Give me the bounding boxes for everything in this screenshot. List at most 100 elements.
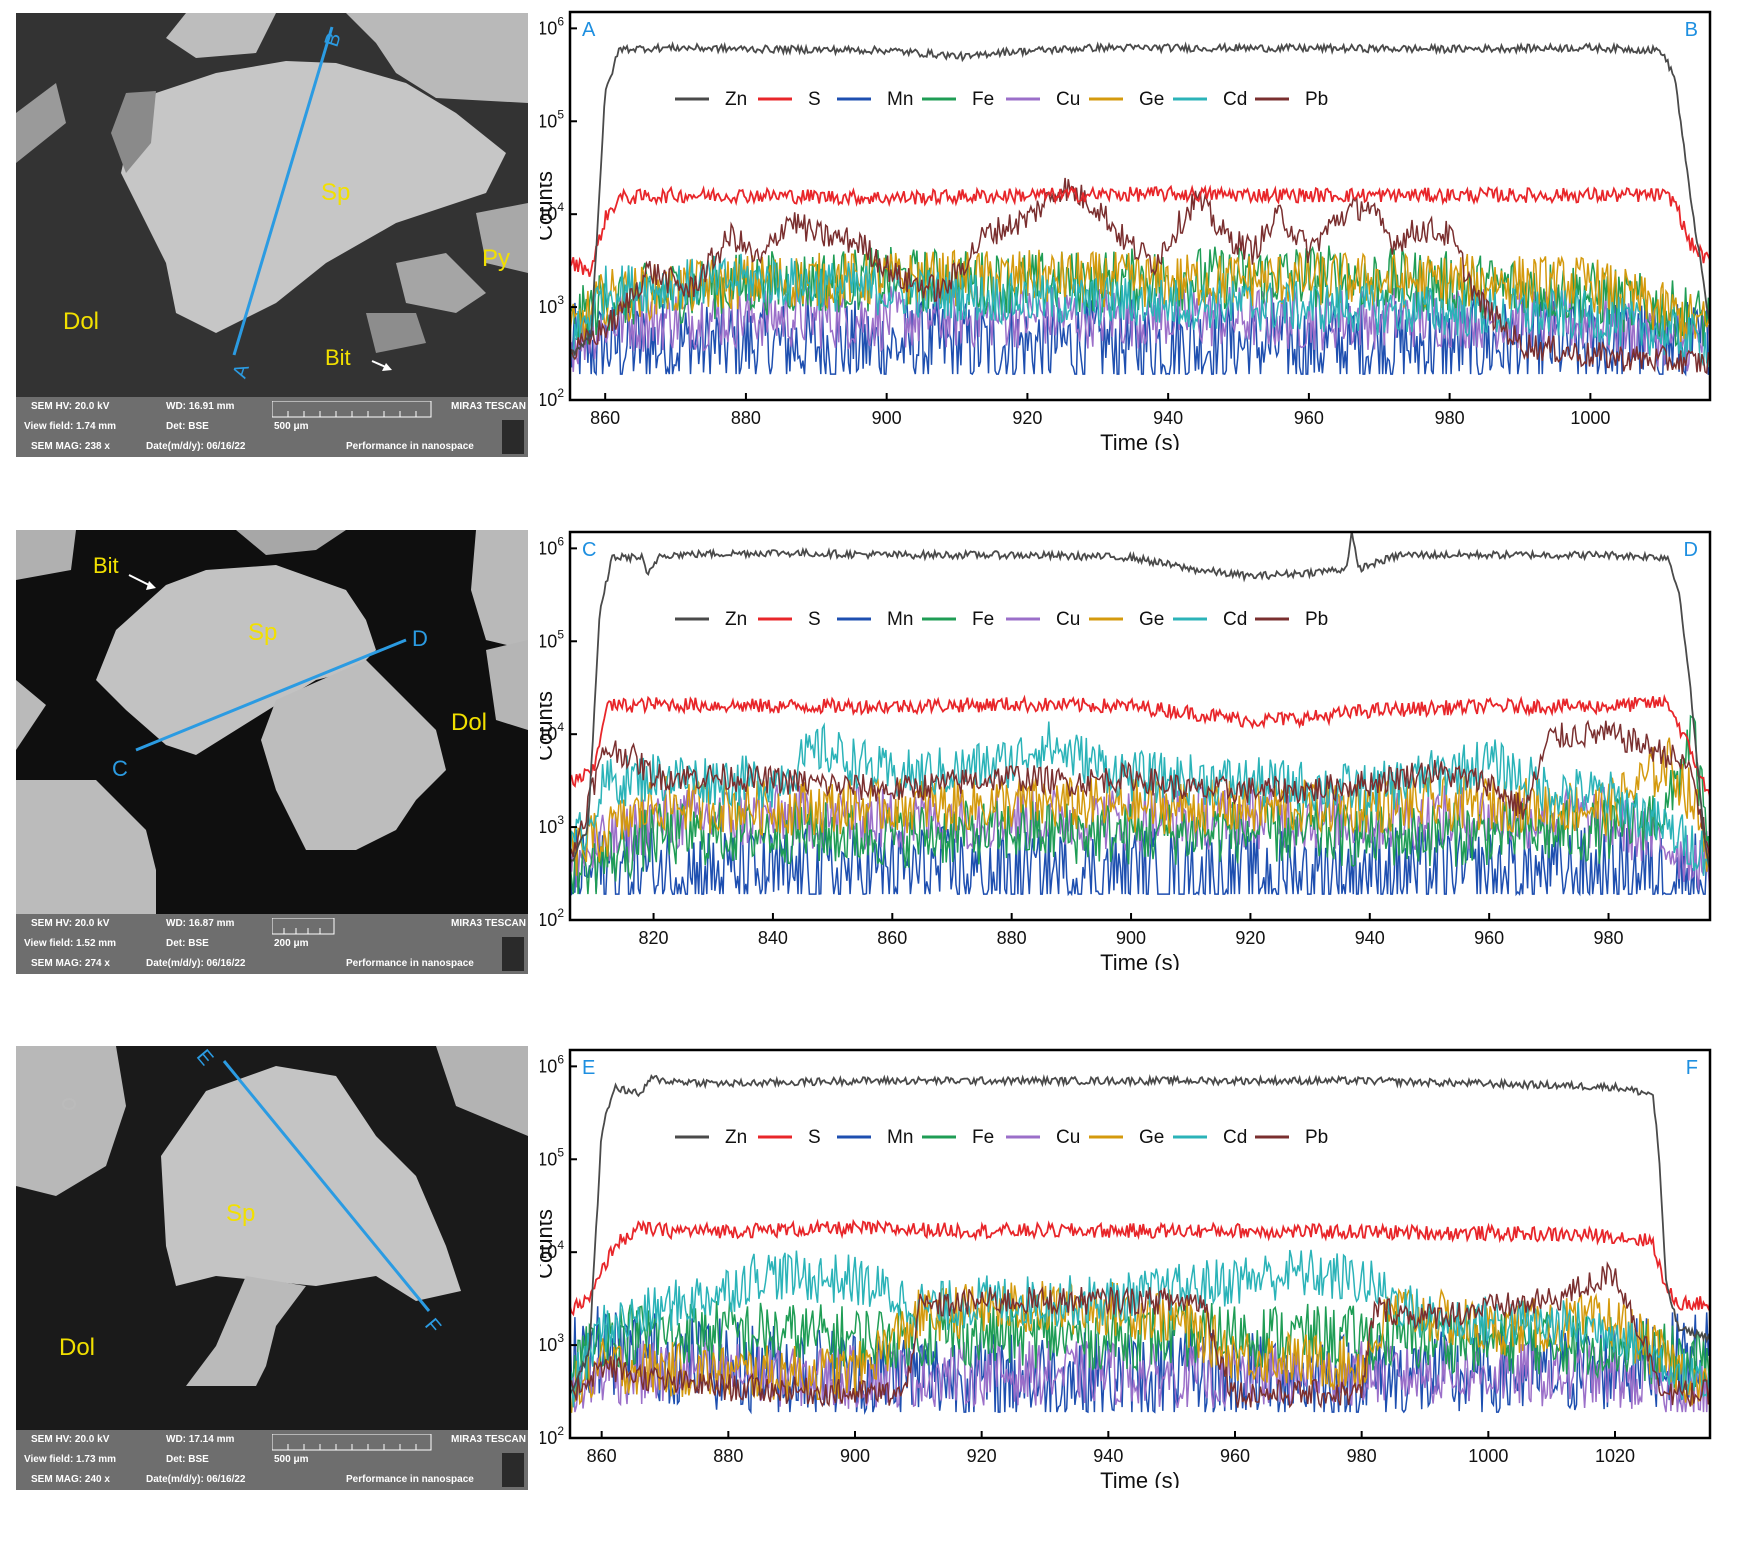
scale-bar — [272, 1434, 432, 1451]
sem-mag: SEM MAG: 238 x — [31, 441, 110, 452]
y-tick-label: 104 — [540, 720, 564, 744]
sem-brand: MIRA3 TESCAN — [450, 1434, 526, 1445]
x-axis-label: Time (s) — [1100, 430, 1180, 450]
corner-label-right: D — [1684, 539, 1698, 561]
chart-3: 860 880 900 920 940 960 980 1000 1020 102 103 104 10… — [540, 1038, 1758, 1488]
mineral-label-dol: Dol — [59, 1334, 95, 1361]
x-tick-label: 1000 — [1570, 408, 1610, 428]
series-line-zn — [570, 1073, 1710, 1396]
x-tick-label: 940 — [1355, 928, 1385, 948]
sem-date: Date(m/d/y): 06/16/22 — [146, 441, 246, 452]
sem-info-bar-3: SEM HV: 20.0 kV WD: 17.14 mm MIRA3 TESCA… — [16, 1430, 528, 1490]
chart-svg-2: 820 840 860 880 900 920 940 960 980 102 103 104 105 1… — [540, 530, 1712, 970]
series-line-zn — [570, 532, 1710, 873]
x-tick-label: 880 — [997, 928, 1027, 948]
chart-1: 860 880 900 920 940 960 980 1000 102 103 104 105 106… — [540, 0, 1758, 450]
legend-label-mn: Mn — [887, 89, 913, 110]
x-tick-label: 920 — [1235, 928, 1265, 948]
y-tick-label: 106 — [540, 1052, 564, 1076]
sem-hv: SEM HV: 20.0 kV — [31, 401, 110, 412]
sem-micrograph-1: B A Sp Dol Py Bit — [16, 13, 528, 397]
panel-row-1: B A Sp Dol Py Bit SEM HV: 20.0 kV WD: 16… — [0, 0, 1758, 457]
legend-label-zn: Zn — [725, 609, 747, 630]
chart-svg-3: 860 880 900 920 940 960 980 1000 1020 102 103 104 10… — [540, 1048, 1712, 1488]
y-tick-label: 103 — [540, 813, 564, 837]
x-tick-label: 960 — [1294, 408, 1324, 428]
series-line-fe — [570, 1299, 1710, 1396]
chart-2: 820 840 860 880 900 920 940 960 980 102 103 104 105 1… — [540, 520, 1758, 970]
sem-image-2: C D Bit Sp Dol SEM HV: 20.0 kV WD: 16.87… — [16, 530, 528, 974]
mineral-label-sp: Sp — [248, 619, 277, 646]
series-line-pb — [570, 1261, 1710, 1409]
corner-label-left: A — [582, 19, 596, 41]
x-tick-label: 860 — [877, 928, 907, 948]
x-tick-label: 1000 — [1468, 1446, 1508, 1466]
mineral-label-sp: Sp — [321, 179, 350, 206]
x-tick-label: 980 — [1435, 408, 1465, 428]
x-tick-label: 840 — [758, 928, 788, 948]
x-axis-label: Time (s) — [1100, 1468, 1180, 1488]
legend-label-s: S — [808, 1127, 821, 1148]
x-tick-label: 860 — [590, 408, 620, 428]
x-tick-label: 900 — [1116, 928, 1146, 948]
series-line-cd — [570, 721, 1710, 876]
sem-date: Date(m/d/y): 06/16/22 — [146, 958, 246, 969]
y-tick-label: 105 — [540, 107, 564, 131]
sem-micrograph-2: C D Bit Sp Dol — [16, 530, 528, 914]
sem-scale: 200 μm — [274, 938, 309, 949]
sem-hv: SEM HV: 20.0 kV — [31, 918, 110, 929]
legend-label-cu: Cu — [1056, 89, 1080, 110]
sem-detector: Det: BSE — [166, 1454, 209, 1465]
sem-performance: Performance in nanospace — [346, 441, 474, 452]
y-tick-label: 104 — [540, 200, 564, 224]
sem-view-field: View field: 1.52 mm — [24, 938, 117, 949]
mineral-label-dol: Dol — [63, 308, 99, 335]
x-tick-label: 880 — [713, 1446, 743, 1466]
sem-detector: Det: BSE — [166, 938, 209, 949]
sem-hv: SEM HV: 20.0 kV — [31, 1434, 110, 1445]
tescan-logo — [502, 1453, 524, 1487]
sem-image-1: B A Sp Dol Py Bit SEM HV: 20.0 kV WD: 16… — [16, 13, 528, 457]
y-axis-label: Counts — [540, 171, 557, 241]
sem-date: Date(m/d/y): 06/16/22 — [146, 1474, 246, 1485]
corner-label-right: B — [1685, 19, 1698, 41]
sem-brand: MIRA3 TESCAN — [450, 401, 526, 412]
sem-micrograph-3: E F Sp Dol — [16, 1046, 528, 1430]
panel-row-3: E F Sp Dol SEM HV: 20.0 kV WD: 17.14 mm … — [0, 1038, 1758, 1490]
sem-info-bar-1: SEM HV: 20.0 kV WD: 16.91 mm MIRA3 TESCA… — [16, 397, 528, 457]
y-tick-label: 104 — [540, 1238, 564, 1262]
legend-label-pb: Pb — [1305, 609, 1328, 630]
plot-frame — [568, 530, 1712, 922]
legend-label-fe: Fe — [972, 89, 994, 110]
sem-wd: WD: 16.91 mm — [166, 401, 235, 412]
x-tick-label: 960 — [1220, 1446, 1250, 1466]
x-tick-label: 880 — [731, 408, 761, 428]
x-tick-label: 960 — [1474, 928, 1504, 948]
legend-label-cd: Cd — [1223, 609, 1247, 630]
y-axis-label: Counts — [540, 691, 557, 761]
scale-bar — [272, 401, 432, 418]
legend-label-pb: Pb — [1305, 1127, 1328, 1148]
sem-mag: SEM MAG: 240 x — [31, 1474, 110, 1485]
y-tick-label: 106 — [540, 534, 564, 558]
line-end-label-1: B — [321, 30, 346, 49]
tescan-logo — [502, 937, 524, 971]
legend-label-ge: Ge — [1139, 1127, 1164, 1148]
x-tick-label: 940 — [1093, 1446, 1123, 1466]
sem-info-bar-2: SEM HV: 20.0 kV WD: 16.87 mm MIRA3 TESCA… — [16, 914, 528, 974]
y-tick-label: 102 — [540, 1424, 564, 1448]
legend-label-s: S — [808, 89, 821, 110]
y-tick-label: 106 — [540, 14, 564, 38]
x-tick-label: 920 — [1012, 408, 1042, 428]
y-tick-label: 103 — [540, 1331, 564, 1355]
x-tick-label: 860 — [587, 1446, 617, 1466]
corner-label-left: E — [582, 1057, 595, 1079]
legend-label-cu: Cu — [1056, 1127, 1080, 1148]
legend-label-mn: Mn — [887, 609, 913, 630]
sem-view-field: View field: 1.74 mm — [24, 421, 117, 432]
x-axis-label: Time (s) — [1100, 950, 1180, 970]
y-tick-label: 102 — [540, 386, 564, 410]
x-tick-label: 980 — [1594, 928, 1624, 948]
sem-performance: Performance in nanospace — [346, 1474, 474, 1485]
sem-performance: Performance in nanospace — [346, 958, 474, 969]
